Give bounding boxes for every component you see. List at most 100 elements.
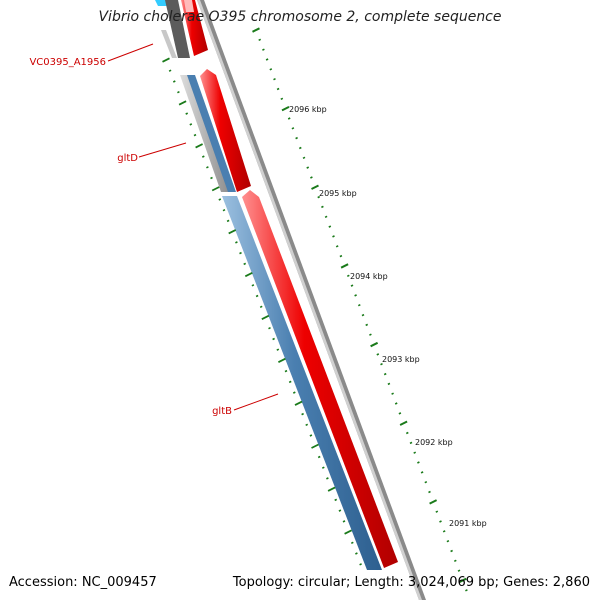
outer-tick (465, 589, 468, 592)
inner-tick (168, 69, 172, 72)
outer-tick (350, 284, 354, 287)
gene-label-gltB: gltB (212, 406, 232, 417)
outer-tick (457, 569, 461, 572)
inner-tick (359, 563, 362, 566)
inner-tick (189, 123, 193, 126)
outer-tick (354, 294, 357, 297)
scale-label-2094: 2094 kbp (350, 272, 388, 281)
outer-tick (442, 530, 446, 533)
blue-feature-gltB (222, 196, 382, 570)
inner-tick (301, 412, 304, 416)
outer-tick (335, 245, 339, 248)
inner-tick (276, 348, 280, 351)
scale-label-2096: 2096 kbp (289, 105, 327, 114)
outer-tick (413, 451, 417, 454)
inner-tick (177, 90, 180, 94)
outer-tick (428, 490, 431, 494)
outer-tick (324, 215, 328, 219)
inner-tick (251, 284, 255, 287)
outer-tick (258, 38, 262, 42)
outer-tick (365, 323, 369, 327)
outer-tick (450, 549, 453, 553)
outer-tick (306, 166, 310, 169)
outer-tick (298, 146, 302, 150)
scale-label-2092: 2092 kbp (415, 438, 453, 447)
inner-tick (185, 112, 189, 115)
inner-tick (284, 369, 288, 373)
inner-tick (261, 314, 270, 321)
inner-tick (268, 326, 271, 330)
blue-feature-gltD (187, 75, 236, 192)
red-arrow-gltD (200, 69, 251, 192)
outer-tick (280, 97, 284, 101)
outer-tick (269, 68, 273, 71)
inner-tick (355, 552, 358, 555)
red-feature-top (181, 0, 208, 56)
outer-tick (446, 539, 450, 543)
outer-tick-track (252, 27, 468, 592)
outer-tick (328, 225, 332, 228)
outer-tick (361, 313, 365, 317)
outer-tick (357, 303, 361, 307)
outer-tick (453, 559, 457, 563)
outer-tick (311, 184, 319, 190)
scale-label-2091: 2091 kbp (449, 519, 487, 528)
outer-tick (458, 577, 467, 584)
inner-tick (239, 251, 242, 255)
outer-tick (435, 510, 439, 513)
inner-tick (292, 391, 296, 394)
outer-tick (370, 341, 379, 348)
inner-tick (255, 294, 259, 298)
outer-tick (302, 156, 306, 160)
inner-tick (201, 155, 205, 158)
map-title: Vibrio cholerae O395 chromosome 2, compl… (98, 9, 502, 25)
outer-tick (273, 77, 276, 81)
inner-tick (327, 486, 336, 492)
inner-tick (309, 434, 313, 437)
inner-tick (228, 229, 237, 235)
inner-tick (211, 186, 220, 192)
outer-tick (376, 353, 380, 356)
inner-tick (334, 498, 338, 502)
inner-tick (218, 198, 222, 201)
outer-tick (339, 254, 343, 258)
outer-tick (424, 480, 428, 484)
inner-tick (288, 380, 292, 384)
outer-tick (332, 235, 335, 238)
outer-tick (398, 412, 402, 415)
gray-feature-top (165, 0, 190, 58)
outer-tick (383, 372, 387, 376)
outer-tick (317, 195, 321, 199)
outer-tick (369, 333, 372, 336)
outer-tick (405, 431, 409, 435)
scale-label-2095: 2095 kbp (319, 189, 357, 198)
outer-tick (295, 136, 298, 140)
leader-line-gltB (233, 393, 279, 411)
outer-tick (310, 176, 313, 179)
outer-tick (252, 27, 260, 33)
scale-label-2093: 2093 kbp (382, 355, 420, 364)
inner-tick (342, 520, 346, 523)
inner-tick (162, 57, 170, 63)
outer-tick (291, 127, 295, 130)
backbone-arc-highlight (197, 0, 422, 600)
inner-tick (243, 262, 247, 266)
outer-tick (417, 461, 420, 464)
inner-tick (193, 133, 197, 137)
inner-tick (277, 357, 286, 364)
outer-tick (394, 402, 398, 405)
gene-label-gltD: gltD (117, 153, 138, 164)
outer-tick (391, 392, 394, 395)
inner-tick (326, 477, 329, 480)
outer-tick (439, 520, 442, 523)
inner-tick (210, 176, 213, 180)
outer-tick (265, 58, 269, 61)
outer-tick (346, 274, 350, 278)
outer-tick (287, 117, 291, 120)
outer-tick (276, 87, 280, 91)
inner-tick (311, 443, 319, 449)
outer-tick (409, 441, 413, 445)
outer-tick (399, 420, 408, 426)
inner-tick (222, 208, 226, 212)
